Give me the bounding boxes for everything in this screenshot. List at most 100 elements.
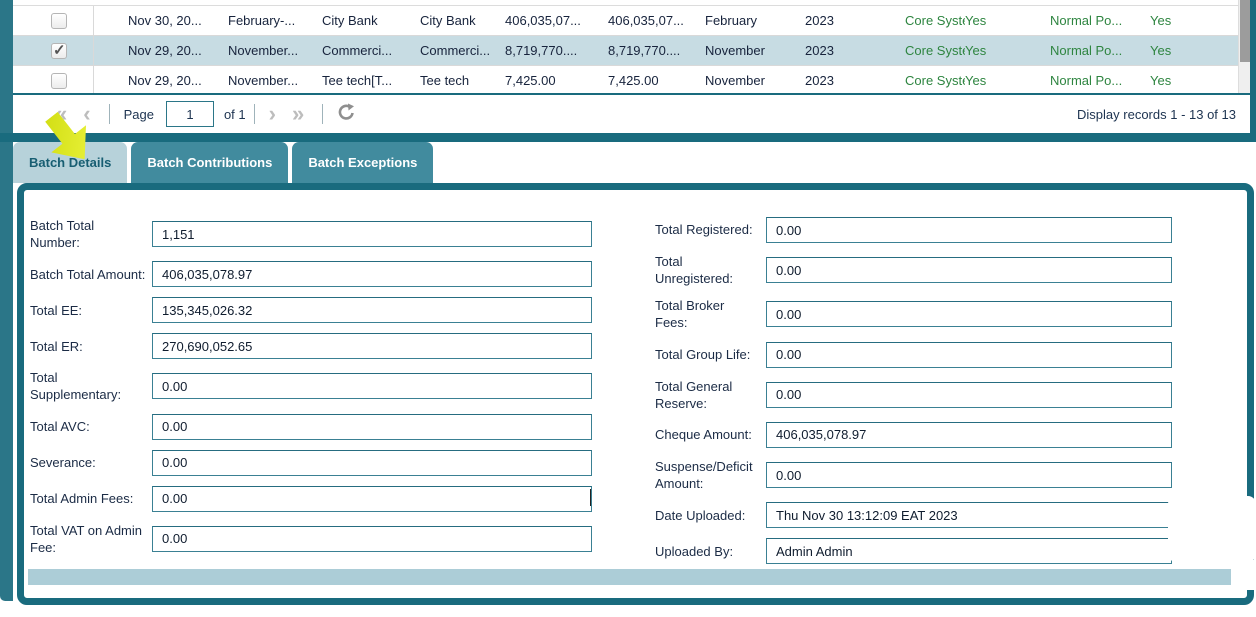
field-total-registered[interactable]: 0.00 — [766, 217, 1172, 243]
field-total-general-reserve[interactable]: 0.00 — [766, 381, 1172, 408]
cell: 8,719,770.... — [505, 43, 578, 58]
cell: Nov 29, 20... — [128, 43, 202, 58]
field-suspensedeficit-amount[interactable]: 0.00 — [766, 462, 1172, 489]
cell: 8,719,770.... — [608, 43, 681, 58]
prev-page-button[interactable]: ‹ — [83, 101, 91, 126]
cursor-overlay-artifact — [1233, 560, 1256, 590]
cell: Commerci... — [322, 43, 393, 58]
app-left-edge — [0, 0, 13, 601]
form-row: Total Broker Fees: 0.00 — [655, 297, 1200, 331]
field-label: Date Uploaded: — [655, 507, 746, 523]
cell: Normal Po... — [1050, 43, 1123, 58]
table-row[interactable]: Nov 30, 20... February-... City Bank City B… — [13, 6, 1250, 36]
field-total-ee[interactable]: 135,345,026.32 — [152, 297, 592, 324]
field-batch-total-number[interactable]: 1,151 — [152, 221, 592, 248]
field-uploaded-by[interactable]: Admin Admin — [766, 538, 1172, 565]
cell: Normal Po... — [1050, 73, 1123, 88]
field-label: Total General Reserve: — [655, 378, 733, 411]
cell: November — [705, 73, 765, 88]
cell: Tee tech — [420, 73, 470, 88]
table-row[interactable]: Nov 29, 20... November... Commerci... Comme… — [13, 36, 1250, 66]
cell: Yes — [965, 13, 987, 28]
pagination-bar: « ‹ Page of 1 › » Display records 1 - 13… — [13, 95, 1250, 133]
next-page-button[interactable]: › — [268, 101, 276, 126]
text-caret — [590, 488, 591, 506]
field-total-er[interactable]: 270,690,052.65 — [152, 333, 592, 360]
field-total-unregistered[interactable]: 0.00 — [766, 257, 1172, 284]
cell: Core Syste... — [905, 73, 965, 88]
field-label: Total ER: — [30, 338, 83, 354]
cell: Nov 29, 20... — [128, 73, 202, 88]
field-total-avc[interactable]: 0.00 — [152, 413, 592, 440]
vertical-scrollbar-thumb[interactable] — [1240, 0, 1250, 62]
field-total-admin-fees[interactable]: 0.00 — [152, 485, 592, 512]
form-row: Date Uploaded: Thu Nov 30 13:12:09 EAT 20… — [655, 502, 1200, 529]
cell: Yes — [965, 73, 987, 88]
form-row: Total ER: 270,690,052.65 — [30, 333, 605, 360]
cell: 7,425.00 — [608, 73, 659, 88]
batch-table: Nov 30, 20... February-... City Bank City B… — [13, 0, 1250, 95]
field-label: Batch Total Number: — [30, 218, 95, 251]
cell: 2023 — [805, 43, 834, 58]
vertical-scrollbar[interactable] — [1238, 0, 1250, 93]
form-row: Total Admin Fees: 0.00 — [30, 485, 605, 512]
row-checkbox[interactable] — [51, 41, 67, 59]
tab-bar: Batch Details Batch Contributions Batch Ex… — [13, 142, 434, 183]
cell: 7,425.00 — [505, 73, 556, 88]
batch-details-panel: Batch Total Number: 1,151 Batch Total Amou… — [17, 183, 1254, 605]
cell: 406,035,07... — [505, 13, 581, 28]
horizontal-scrollbar[interactable] — [28, 569, 1231, 585]
field-label: Batch Total Amount: — [30, 266, 146, 282]
field-total-group-life[interactable]: 0.00 — [766, 341, 1172, 368]
divider — [108, 104, 110, 124]
refresh-icon[interactable] — [337, 103, 356, 126]
cell: Yes — [965, 43, 987, 58]
form-row: Total Supplementary: 0.00 — [30, 369, 605, 403]
table-row-partial — [13, 0, 1250, 6]
field-label: Cheque Amount: — [655, 427, 752, 443]
row-checkbox-cell — [13, 66, 94, 93]
field-cheque-amount[interactable]: 406,035,078.97 — [766, 421, 1172, 448]
form-row: Batch Total Number: 1,151 — [30, 217, 605, 251]
panel-right-border — [1250, 0, 1256, 142]
field-batch-total-amount[interactable]: 406,035,078.97 — [152, 261, 592, 288]
field-total-broker-fees[interactable]: 0.00 — [766, 301, 1172, 328]
field-label: Total Supplementary: — [30, 370, 122, 403]
cell: February — [705, 13, 758, 28]
cell: November — [705, 43, 765, 58]
field-label: Total Admin Fees: — [30, 491, 134, 507]
form-row: Total EE: 135,345,026.32 — [30, 297, 605, 324]
field-severance[interactable]: 0.00 — [152, 449, 592, 476]
form-row: Cheque Amount: 406,035,078.97 — [655, 421, 1200, 448]
cell: Yes — [1150, 73, 1172, 88]
form-row: Total AVC: 0.00 — [30, 413, 605, 440]
batch-grid-panel: Nov 30, 20... February-... City Bank City B… — [0, 0, 1256, 142]
cell: City Bank — [420, 13, 476, 28]
record-count-label: Display records 1 - 13 of 13 — [1077, 106, 1236, 122]
table-row[interactable]: Nov 29, 20... November... Tee tech[T... Tee… — [13, 66, 1250, 93]
field-label: Total Broker Fees: — [655, 298, 725, 331]
row-checkbox[interactable] — [51, 72, 67, 89]
row-checkbox-cell — [13, 36, 94, 65]
tab-batch-exceptions[interactable]: Batch Exceptions — [292, 142, 434, 183]
row-checkbox[interactable] — [51, 12, 67, 29]
last-page-button[interactable]: » — [291, 101, 305, 126]
cell: 2023 — [805, 73, 834, 88]
cell: City Bank — [322, 13, 378, 28]
field-date-uploaded[interactable]: Thu Nov 30 13:12:09 EAT 2023 — [766, 502, 1172, 529]
field-label: Total Group Life: — [655, 347, 751, 363]
page-input[interactable] — [165, 101, 214, 127]
field-total-vat-on-admin-fee[interactable]: 0.00 — [152, 525, 592, 552]
details-form-left-column: Batch Total Number: 1,151 Batch Total Amou… — [30, 217, 605, 566]
cell: Core Syste... — [905, 43, 965, 58]
divider — [253, 104, 255, 124]
cell: Tee tech[T... — [322, 73, 393, 88]
field-label: Severance: — [30, 455, 96, 471]
tab-batch-contributions[interactable]: Batch Contributions — [131, 142, 289, 183]
cell: 2023 — [805, 13, 834, 28]
field-label: Total Registered: — [655, 222, 753, 238]
cell: Normal Po... — [1050, 13, 1123, 28]
field-label: Total Unregistered: — [655, 254, 734, 287]
field-total-supplementary[interactable]: 0.00 — [152, 373, 592, 400]
page-label: Page — [123, 106, 154, 122]
